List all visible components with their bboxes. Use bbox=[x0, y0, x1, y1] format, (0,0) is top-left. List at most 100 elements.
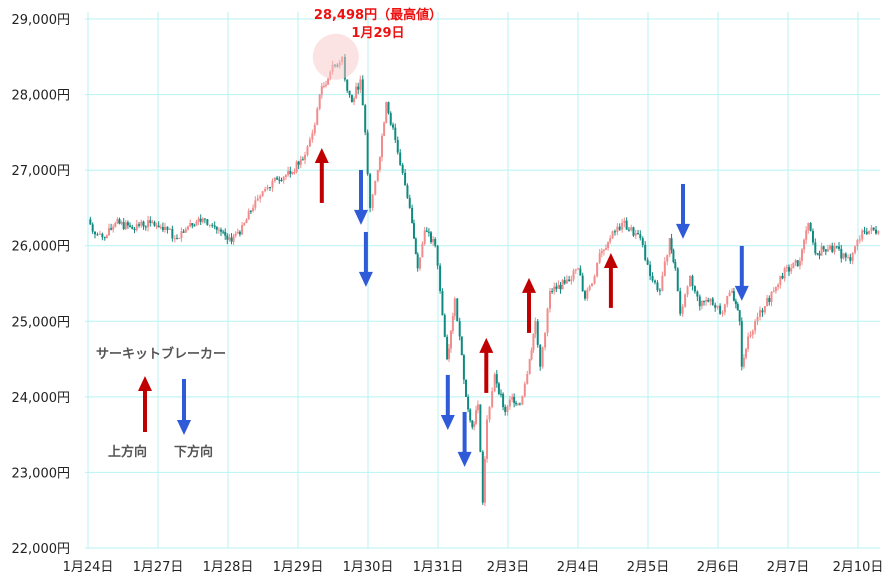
candle-body bbox=[559, 284, 562, 290]
candle-body bbox=[847, 257, 850, 259]
candle-body bbox=[495, 374, 498, 384]
candle-body bbox=[840, 248, 843, 259]
legend-up-arrow bbox=[138, 376, 152, 432]
candle-body bbox=[691, 275, 694, 287]
candle-body bbox=[371, 194, 374, 208]
candle-body bbox=[112, 226, 115, 230]
candle-body bbox=[511, 396, 514, 400]
candle-body bbox=[203, 218, 206, 220]
candle-body bbox=[191, 223, 194, 226]
candle-body bbox=[703, 300, 705, 302]
candle-body bbox=[416, 254, 419, 269]
candle-body bbox=[794, 260, 797, 263]
candle-body bbox=[91, 224, 94, 232]
candle-body bbox=[561, 280, 564, 290]
candle-body bbox=[105, 235, 108, 239]
candle-body bbox=[313, 124, 316, 134]
candle-body bbox=[716, 305, 719, 308]
candle-body bbox=[451, 316, 454, 332]
candle-body bbox=[807, 223, 810, 231]
down-arrow-icon bbox=[457, 411, 472, 467]
candle-body bbox=[311, 133, 314, 140]
candle-body bbox=[266, 187, 269, 190]
candle-body bbox=[634, 233, 637, 236]
candle-body bbox=[171, 228, 174, 239]
candle-body bbox=[259, 196, 262, 199]
candle-body bbox=[114, 223, 117, 227]
legend-title: サーキットブレーカー bbox=[96, 346, 226, 362]
candle-body bbox=[126, 222, 129, 226]
candle-body bbox=[759, 310, 761, 317]
x-tick-label: 2月7日 bbox=[767, 560, 810, 575]
down-arrow-icon bbox=[734, 245, 749, 301]
candle-body bbox=[448, 348, 451, 360]
candle-body bbox=[641, 238, 644, 245]
arrow-shaft bbox=[608, 266, 613, 308]
candle-body bbox=[679, 291, 682, 314]
candle-body bbox=[103, 237, 106, 239]
candle-body bbox=[515, 402, 518, 405]
candle-body bbox=[446, 336, 449, 360]
candle-body bbox=[252, 207, 255, 212]
candle-body bbox=[579, 268, 582, 276]
candle-body bbox=[316, 108, 319, 125]
arrow-shaft bbox=[527, 291, 531, 333]
peak-label: 28,498円（最高値） bbox=[314, 7, 442, 23]
candle-body bbox=[161, 227, 164, 231]
candle-body bbox=[193, 225, 196, 227]
candle-body bbox=[557, 284, 560, 289]
candle-body bbox=[230, 237, 233, 242]
candle-body bbox=[785, 267, 788, 269]
candle-body bbox=[297, 161, 300, 165]
candle-body bbox=[120, 222, 123, 224]
candle-body bbox=[226, 235, 229, 240]
candle-body bbox=[378, 157, 381, 171]
candle-body bbox=[613, 231, 616, 233]
candle-body bbox=[458, 321, 461, 337]
candle-body bbox=[824, 249, 827, 252]
x-tick-label: 1月30日 bbox=[343, 560, 394, 575]
candle-body bbox=[443, 315, 446, 337]
candle-body bbox=[700, 300, 703, 307]
candle-body bbox=[591, 283, 593, 287]
candle-body bbox=[234, 233, 237, 236]
candle-body bbox=[199, 218, 202, 222]
candle-body bbox=[607, 241, 610, 248]
candle-body bbox=[293, 171, 296, 173]
y-tick-label: 23,000円 bbox=[12, 466, 71, 481]
candle-body bbox=[280, 180, 283, 182]
candle-body bbox=[364, 105, 367, 133]
candle-body bbox=[528, 359, 531, 374]
arrow-head bbox=[603, 252, 618, 268]
candle-body bbox=[518, 403, 521, 405]
up-arrow-icon bbox=[479, 337, 494, 393]
candle-body bbox=[805, 230, 808, 240]
candle-body bbox=[811, 230, 814, 243]
candle-body bbox=[245, 219, 248, 224]
candle-body bbox=[568, 279, 571, 282]
candle-body bbox=[320, 86, 323, 95]
candle-body bbox=[299, 159, 302, 165]
candle-body bbox=[425, 230, 428, 232]
arrow-shaft bbox=[445, 374, 450, 416]
arrow-head bbox=[354, 209, 368, 225]
candle-body bbox=[723, 304, 726, 313]
candle-body bbox=[536, 321, 539, 345]
candle-body bbox=[838, 246, 841, 249]
candle-body bbox=[644, 244, 647, 260]
candle-body bbox=[173, 238, 176, 240]
legend-up-label: 上方向 bbox=[108, 444, 147, 460]
candle-body bbox=[663, 261, 666, 276]
candle-body bbox=[374, 180, 377, 195]
candle-body bbox=[184, 229, 187, 233]
candle-body bbox=[423, 230, 426, 244]
candle-body bbox=[366, 132, 369, 175]
candle-body bbox=[593, 276, 596, 284]
candle-body bbox=[666, 254, 669, 262]
candle-body bbox=[155, 225, 158, 227]
arrow-shaft bbox=[143, 390, 147, 432]
candle-body bbox=[822, 246, 825, 250]
candle-body bbox=[803, 239, 806, 250]
candle-body bbox=[144, 226, 147, 228]
candle-body bbox=[436, 245, 439, 266]
